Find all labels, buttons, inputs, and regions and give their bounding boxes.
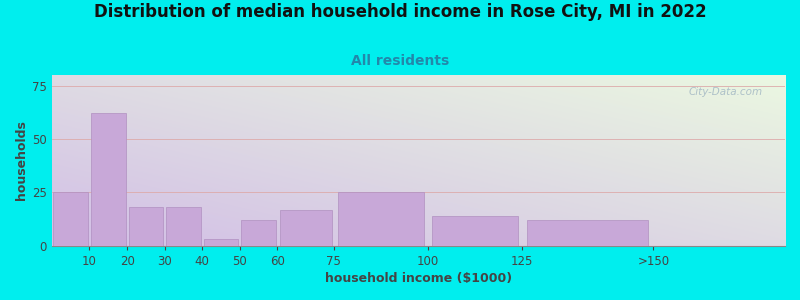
Y-axis label: households: households (15, 121, 28, 200)
Text: Distribution of median household income in Rose City, MI in 2022: Distribution of median household income … (94, 3, 706, 21)
Bar (432, 216, 518, 246)
Bar (338, 192, 424, 246)
Bar (91, 113, 126, 246)
Bar (166, 207, 201, 246)
Bar (242, 220, 276, 246)
Text: All residents: All residents (351, 54, 449, 68)
Text: City-Data.com: City-Data.com (689, 87, 763, 97)
Bar (54, 192, 88, 246)
Bar (527, 220, 648, 246)
X-axis label: household income ($1000): household income ($1000) (325, 272, 512, 285)
Bar (204, 239, 238, 246)
Bar (280, 209, 332, 246)
Bar (129, 207, 163, 246)
